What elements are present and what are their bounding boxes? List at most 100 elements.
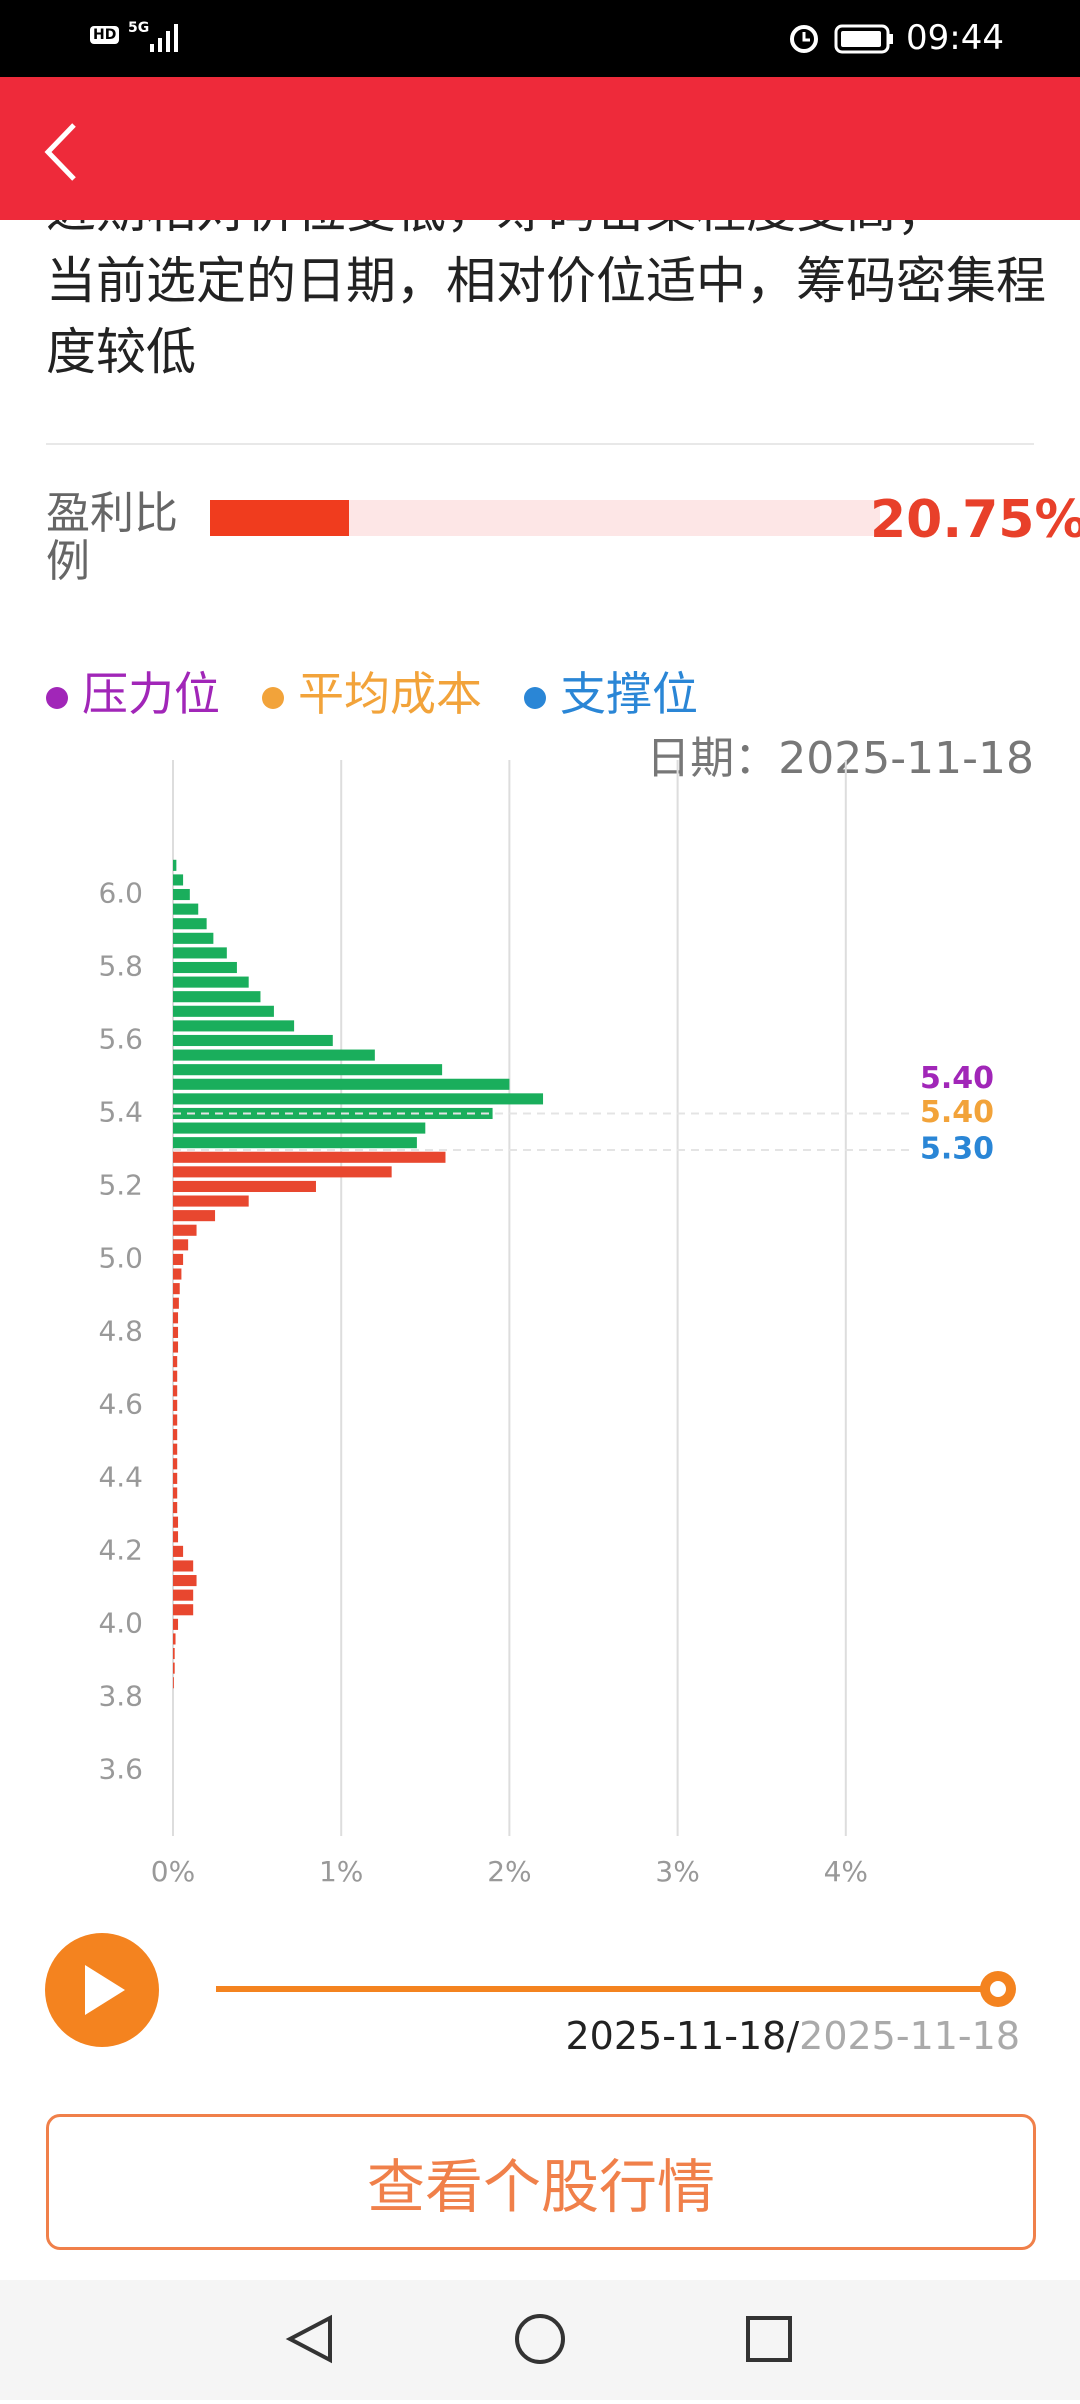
content: 近期相对价位变低，筹码密集程度变高； 当前选定的日期，相对价位适中，筹码密集程度… [0,220,1080,2280]
bar [173,961,237,974]
timeline-current: 2025-11-18 [565,2014,787,2058]
bar [173,976,249,988]
bar [173,1341,179,1353]
bar [173,1618,179,1630]
chart: 0% 1% 2% 3% 4% 3.6 3.8 4.0 4.2 4.4 4.6 4.8 5.0 5.2 5.4… [98,760,994,1888]
bar [173,1385,178,1397]
bar [173,1283,180,1295]
x-tick-label: 0% [151,1855,195,1888]
timeline-separator: / [786,2014,800,2058]
legend-label: 压力位 [82,667,220,721]
y-tick-label: 4.2 [98,1533,143,1566]
bar [173,1326,179,1338]
level-label: 5.40 [920,1095,994,1130]
bar [173,1064,443,1076]
legend-item: 平均成本 [262,658,482,724]
y-tick-label: 4.0 [98,1606,143,1639]
y-tick-label: 5.6 [98,1022,143,1055]
bar [173,1356,178,1368]
description: 近期相对价位变低，筹码密集程度变高； 当前选定的日期，相对价位适中，筹码密集程度… [46,220,1046,388]
app-header [0,77,1080,220]
bar [173,1429,178,1441]
bar [173,1049,375,1061]
profit-track [210,500,880,536]
bar [173,991,261,1003]
bar [173,947,227,959]
bar [173,1399,178,1411]
bar [173,1122,426,1134]
bar [173,1662,175,1674]
bar [173,1516,179,1528]
level-label: 5.40 [920,1061,994,1096]
legend-dot [524,686,546,709]
bar [173,1487,178,1499]
bar [173,932,214,944]
bar [173,903,199,915]
y-tick-label: 3.6 [98,1752,143,1785]
description-line: 当前选定的日期，相对价位适中，筹码密集程度较低 [46,252,1046,381]
bar [173,859,177,871]
status-icons [790,24,893,54]
legend-label: 支撑位 [560,667,698,721]
bar [173,1224,197,1236]
bar [173,1312,179,1324]
bar [173,1137,417,1149]
bar [173,1647,175,1660]
status-bar: HD 5G 09:44 [0,0,1080,77]
bar [173,1034,333,1047]
y-tick-label: 5.0 [98,1241,143,1274]
x-tick-label: 1% [319,1855,363,1888]
legend: 压力位 平均成本 支撑位 [46,658,698,724]
bar [173,1210,216,1222]
y-tick-label: 5.4 [98,1095,143,1128]
bar [173,1078,510,1090]
network-icon: 5G [128,20,150,36]
stock-button[interactable]: 查看个股行情 [46,2114,1036,2250]
bar [173,1589,194,1601]
bar [173,1575,197,1587]
bar [173,1268,182,1280]
description-line: 近期相对价位变低，筹码密集程度变高； [46,220,1046,246]
bar [173,1633,176,1645]
nav-icons [285,2314,792,2364]
timeline-end: 2025-11-18 [799,2014,1020,2058]
x-tick-label: 3% [655,1855,699,1888]
back-button[interactable] [40,117,90,187]
bar [173,1253,184,1265]
legend-dot [46,686,68,709]
y-tick-label: 5.8 [98,950,143,983]
profit-value: 20.75% [870,490,1080,550]
date-label: 日期： [646,733,779,784]
y-tick-label: 3.8 [98,1679,143,1712]
level-label: 5.30 [920,1131,994,1166]
timeline-slider[interactable] [40,1930,1040,2060]
bar [173,1005,274,1017]
bar [173,1443,178,1455]
y-tick-label: 6.0 [98,877,143,910]
bar [173,1151,446,1163]
bar [173,1677,174,1689]
x-tick-label: 4% [824,1855,868,1888]
bar [173,1604,194,1616]
bar [173,1166,392,1178]
bar [173,918,207,930]
bar [173,1472,178,1484]
bar [173,1502,178,1514]
nav-bar [0,2280,1080,2400]
bar [173,1545,184,1557]
bar [173,1297,179,1309]
y-tick-label: 4.8 [98,1314,143,1347]
profit-label: 盈利比例 [46,488,178,587]
bar [173,1370,178,1382]
date-value: 2025-11-18 [778,733,1034,784]
bar [173,1195,249,1207]
signal-icon [150,24,178,52]
date: 日期：2025-11-18 [600,722,1034,786]
y-tick-label: 4.6 [98,1387,143,1420]
bar [173,874,184,886]
clock: 09:44 [906,18,1004,58]
bar [173,1531,179,1543]
legend-label: 平均成本 [298,667,482,721]
bar [173,1414,178,1426]
